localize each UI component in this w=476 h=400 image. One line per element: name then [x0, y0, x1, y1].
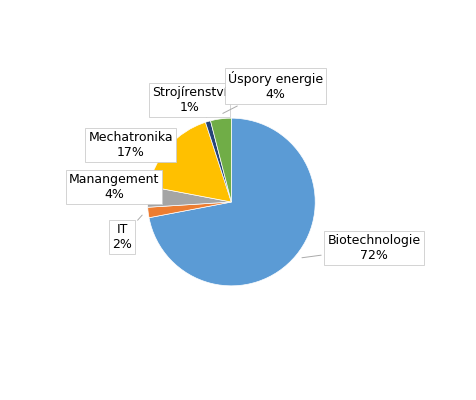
Wedge shape — [210, 118, 231, 202]
Text: Manangement
4%: Manangement 4% — [69, 173, 159, 201]
Wedge shape — [149, 118, 315, 286]
Text: Strojírenství
1%: Strojírenství 1% — [152, 86, 227, 118]
Text: Biotechnologie
72%: Biotechnologie 72% — [302, 234, 420, 262]
Wedge shape — [206, 121, 231, 202]
Text: IT
2%: IT 2% — [112, 215, 142, 251]
Text: Mechatronika
17%: Mechatronika 17% — [89, 131, 173, 159]
Text: Úspory energie
4%: Úspory energie 4% — [223, 71, 323, 113]
Wedge shape — [148, 186, 231, 207]
Wedge shape — [148, 202, 231, 218]
Wedge shape — [149, 122, 231, 202]
